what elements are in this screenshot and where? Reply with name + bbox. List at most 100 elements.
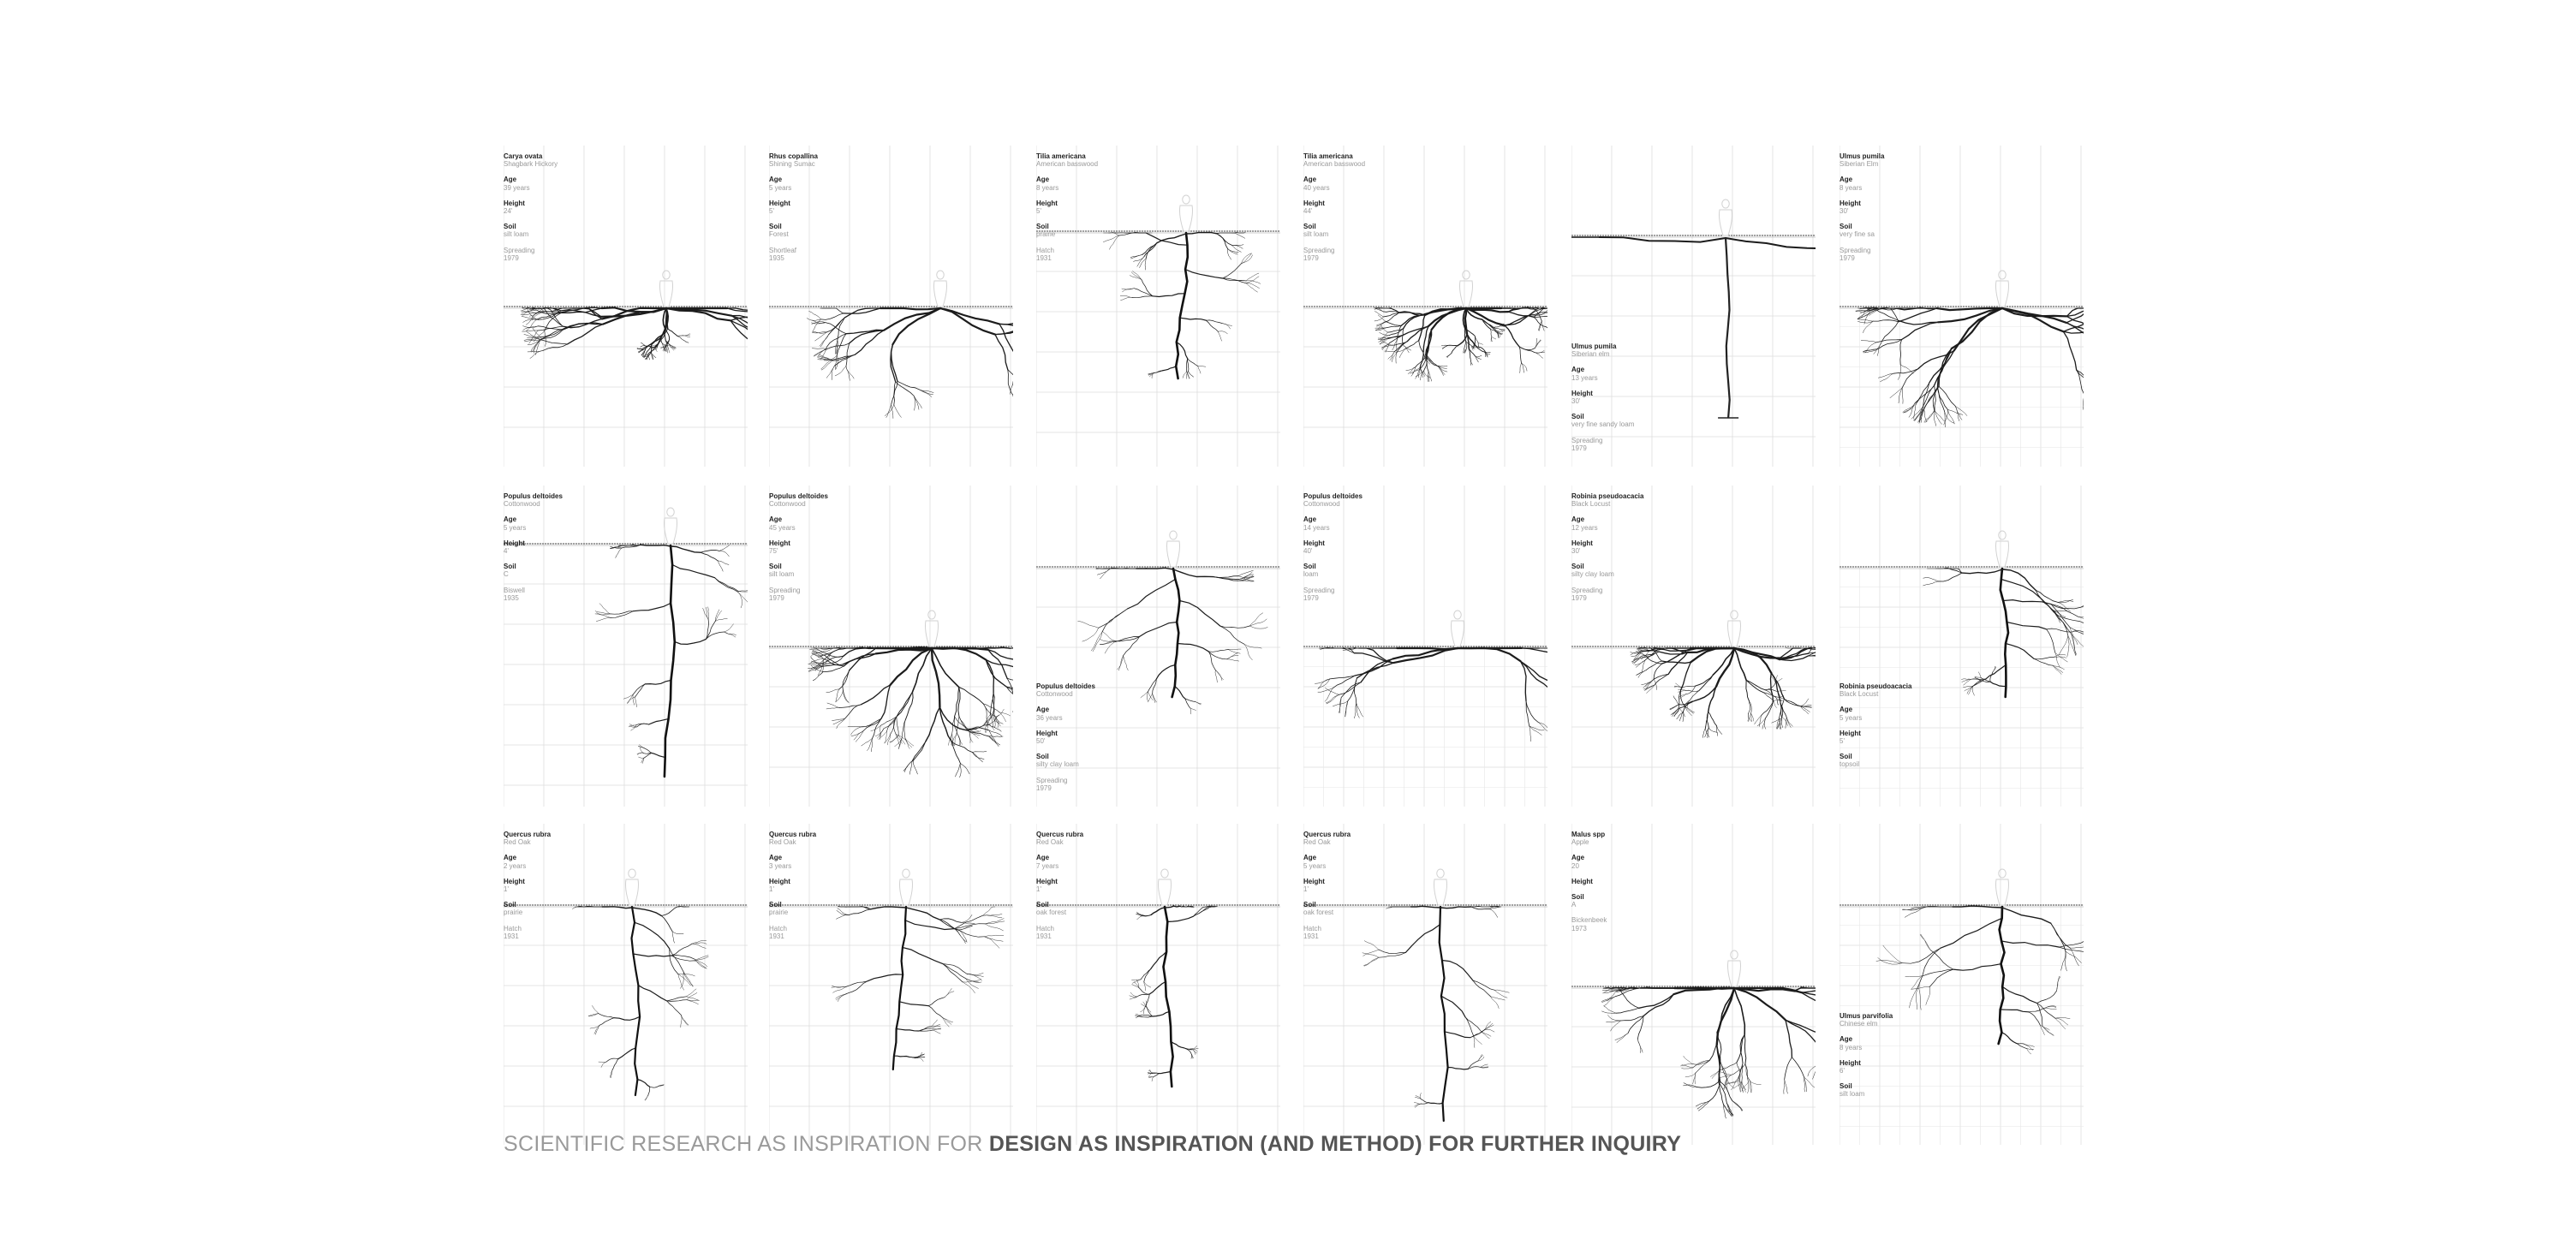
common-name: Red Oak bbox=[1303, 838, 1331, 847]
specimen-info: Tilia americana American basswood Age 40… bbox=[1303, 152, 1526, 262]
species-name: Populus deltoides bbox=[1303, 492, 1363, 500]
specimen-info: Quercus rubra Red Oak Age 2 years Height… bbox=[504, 831, 726, 940]
soil-label: Soil bbox=[1840, 1082, 1852, 1091]
poster-caption: SCIENTIFIC RESEARCH AS INSPIRATION FOR D… bbox=[504, 1132, 1681, 1157]
species-name: Quercus rubra bbox=[1303, 831, 1351, 838]
root-system bbox=[572, 905, 709, 1101]
soil-label: Soil bbox=[769, 901, 782, 909]
age-value: 5 years bbox=[504, 523, 527, 532]
root-plate bbox=[1303, 146, 1547, 467]
method-label: Spreading bbox=[1571, 436, 1603, 444]
root-panel: Ulmus pumila Siberian elm Age 13 years H… bbox=[1571, 146, 1816, 467]
common-name: American basswood bbox=[1303, 160, 1366, 169]
method-label: Spreading bbox=[1036, 776, 1068, 784]
soil-value: loam bbox=[1303, 570, 1319, 579]
height-label: Height bbox=[769, 877, 790, 885]
specimen-info: Ulmus pumila Siberian Elm Age 8 years He… bbox=[1840, 152, 2062, 262]
method-label: Spreading bbox=[1303, 246, 1335, 254]
soil-value: silt loam bbox=[1303, 230, 1329, 239]
root-plate bbox=[769, 146, 1013, 467]
root-panel: Robinia pseudoacacia Black Locust Age 5 … bbox=[1840, 486, 2084, 807]
method-label: Hatch bbox=[1303, 924, 1321, 932]
method-label: Spreading bbox=[1840, 246, 1871, 254]
root-system bbox=[1077, 567, 1268, 715]
age-value: 13 years bbox=[1571, 373, 1598, 382]
height-value: 1' bbox=[504, 885, 509, 893]
age-label: Age bbox=[769, 176, 783, 184]
height-label: Height bbox=[1303, 539, 1325, 547]
age-value: 14 years bbox=[1303, 523, 1330, 532]
height-label: Height bbox=[1036, 199, 1058, 207]
root-system bbox=[594, 544, 748, 778]
year-value: 1935 bbox=[769, 253, 784, 262]
root-plate bbox=[1840, 146, 2084, 467]
height-value: 30' bbox=[1840, 206, 1849, 215]
height-label: Height bbox=[1571, 539, 1593, 547]
root-system bbox=[1630, 646, 1816, 739]
soil-label: Soil bbox=[1303, 563, 1316, 571]
species-name: Quercus rubra bbox=[769, 831, 817, 838]
height-value: 6' bbox=[1840, 1066, 1845, 1075]
height-label: Height bbox=[769, 199, 790, 207]
height-value: 4' bbox=[504, 546, 509, 555]
height-label: Height bbox=[504, 877, 525, 885]
age-label: Age bbox=[504, 515, 517, 524]
species-name: Tilia americana bbox=[1036, 152, 1086, 160]
height-value: 5' bbox=[769, 206, 774, 215]
age-value: 3 years bbox=[769, 861, 792, 870]
age-value: 2 years bbox=[504, 861, 527, 870]
height-label: Height bbox=[1036, 877, 1058, 885]
root-panel: Quercus rubra Red Oak Age 3 years Height… bbox=[769, 824, 1013, 1145]
height-value: 5' bbox=[1840, 736, 1845, 745]
soil-label: Soil bbox=[504, 901, 516, 909]
year-value: 1979 bbox=[1840, 253, 1855, 262]
age-label: Age bbox=[769, 854, 783, 862]
root-panel: Tilia americana American basswood Age 8 … bbox=[1036, 146, 1280, 467]
height-label: Height bbox=[769, 539, 790, 547]
soil-label: Soil bbox=[1571, 413, 1584, 421]
root-panel: Malus spp Apple Age 20 Height Soil A Bic… bbox=[1571, 824, 1816, 1145]
species-name: Quercus rubra bbox=[504, 831, 552, 838]
height-value: 50' bbox=[1036, 736, 1046, 745]
age-value: 8 years bbox=[1840, 1043, 1863, 1051]
common-name: Chinese elm bbox=[1840, 1020, 1878, 1028]
root-system bbox=[1923, 567, 2084, 699]
soil-value: silty clay loam bbox=[1036, 760, 1079, 769]
root-panel: Populus deltoides Cottonwood Age 14 year… bbox=[1303, 486, 1547, 807]
root-plate bbox=[1036, 824, 1280, 1145]
soil-label: Soil bbox=[504, 223, 516, 231]
specimen-info: Populus deltoides Cottonwood Age 36 year… bbox=[1036, 682, 1259, 792]
common-name: Red Oak bbox=[769, 838, 796, 847]
specimen-info: Malus spp Apple Age 20 Height Soil A Bic… bbox=[1571, 831, 1794, 932]
root-panel: Quercus rubra Red Oak Age 2 years Height… bbox=[504, 824, 748, 1145]
year-value: 1979 bbox=[1036, 783, 1052, 792]
year-value: 1979 bbox=[1303, 253, 1319, 262]
root-plate bbox=[1571, 146, 1816, 467]
year-value: 1979 bbox=[504, 253, 519, 262]
soil-value: prairie bbox=[769, 908, 789, 917]
species-name: Populus deltoides bbox=[504, 492, 563, 500]
soil-label: Soil bbox=[1303, 901, 1316, 909]
species-name: Carya ovata bbox=[504, 152, 543, 160]
root-panel: Tilia americana American basswood Age 40… bbox=[1303, 146, 1547, 467]
age-label: Age bbox=[504, 854, 517, 862]
specimen-info: Ulmus parvifolia Chinese elm Age 8 years… bbox=[1840, 1012, 2062, 1106]
root-plate bbox=[1036, 146, 1280, 467]
root-system bbox=[1129, 905, 1218, 1088]
height-value: 30' bbox=[1571, 546, 1581, 555]
height-label: Height bbox=[504, 199, 525, 207]
root-plate bbox=[1303, 486, 1547, 807]
age-value: 5 years bbox=[1303, 861, 1327, 870]
height-value: 5' bbox=[1036, 206, 1041, 215]
height-value: 44' bbox=[1303, 206, 1313, 215]
height-label: Height bbox=[1036, 729, 1058, 737]
common-name: Cottonwood bbox=[504, 500, 540, 509]
method-label: Hatch bbox=[1036, 924, 1054, 932]
root-system bbox=[1571, 236, 1816, 419]
species-name: Ulmus pumila bbox=[1571, 343, 1617, 350]
common-name: American basswood bbox=[1036, 160, 1099, 169]
age-label: Age bbox=[1571, 515, 1585, 524]
root-system bbox=[1103, 231, 1261, 380]
soil-value: very fine sandy loam bbox=[1571, 420, 1635, 429]
specimen-info: Quercus rubra Red Oak Age 3 years Height… bbox=[769, 831, 992, 940]
